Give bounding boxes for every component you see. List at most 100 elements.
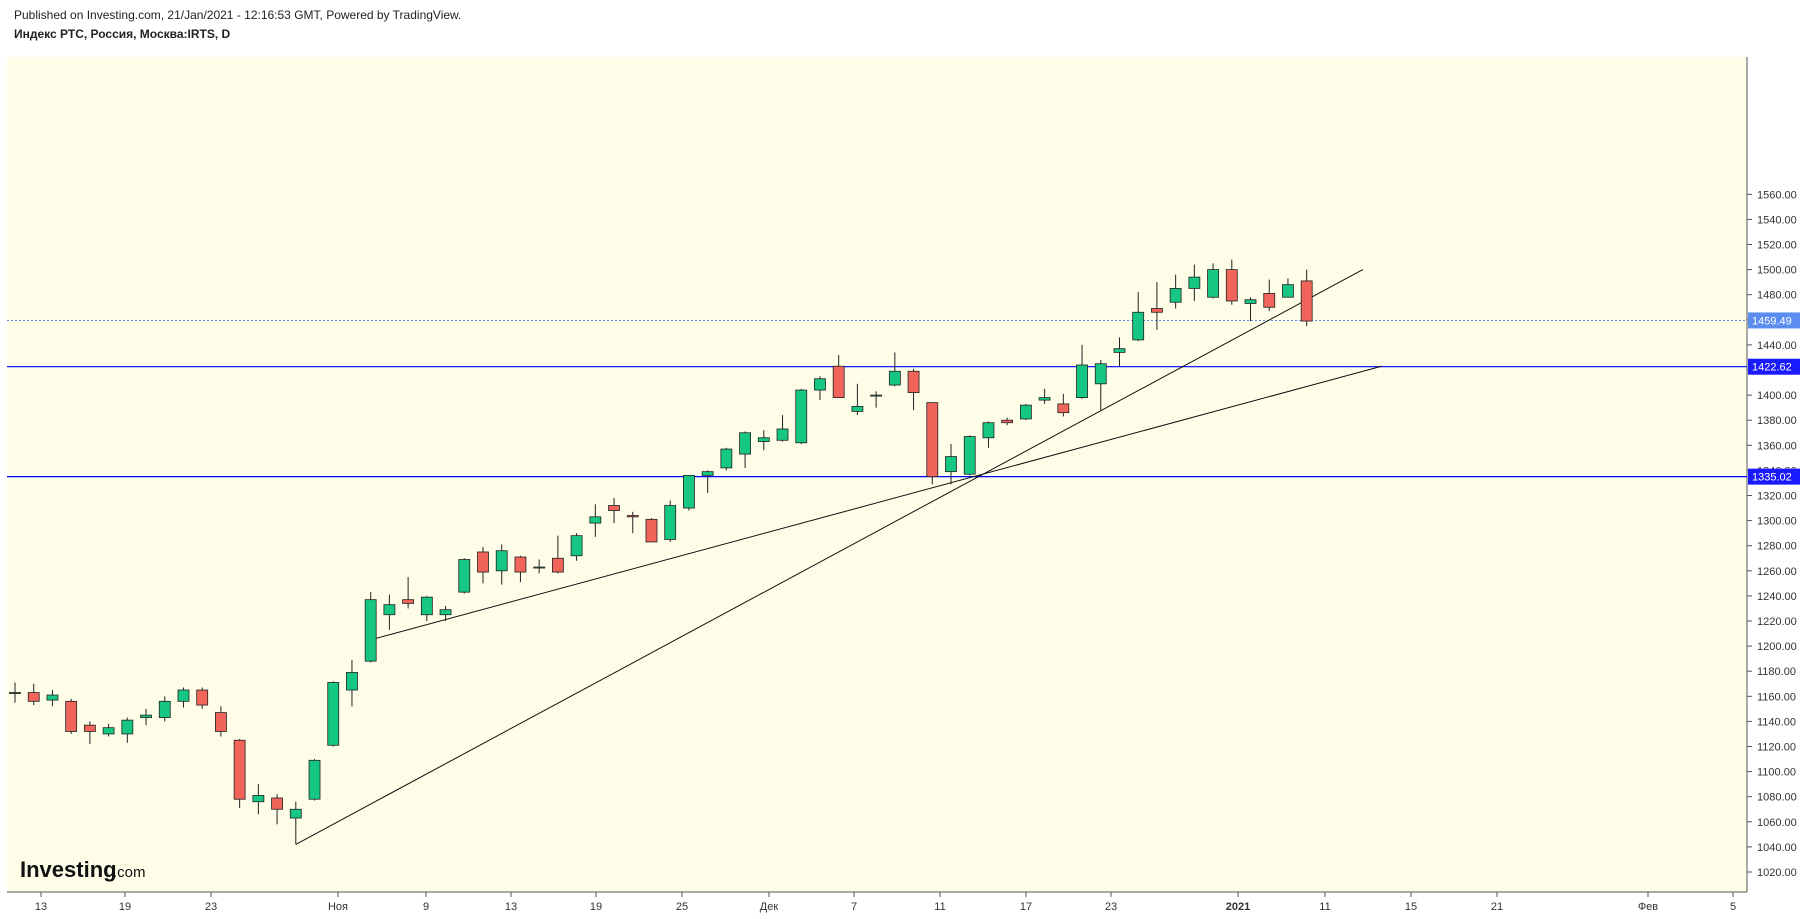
y-tick-label: 1200.00 [1757, 641, 1797, 653]
candle [795, 388, 808, 445]
candle [65, 698, 78, 734]
published-note: Published on Investing.com, 21/Jan/2021 … [14, 8, 462, 22]
candle [533, 559, 546, 574]
candle [383, 594, 396, 630]
candle-body-up [870, 394, 883, 397]
candle-body-up [140, 714, 152, 719]
candle-body-up [364, 599, 377, 662]
candle [252, 784, 265, 815]
candle [870, 391, 883, 408]
candle [888, 352, 901, 387]
time-axis: 13 19 23 Ноя 9 13 19 25 Дек 7 11 17 23 2021 11 15 21 Фев 5 [35, 892, 1736, 913]
y-tick-label: 1240.00 [1757, 591, 1797, 603]
x-tick-label: Фев [1638, 901, 1658, 913]
candle-body-up [308, 759, 321, 800]
candle-body-up [683, 475, 695, 509]
logo-brand: Investing [20, 857, 117, 882]
logo-suffix: .com [113, 864, 146, 881]
candle [832, 354, 845, 399]
candle [1094, 359, 1107, 411]
candle-body-up [1094, 363, 1107, 385]
y-tick-label: 1480.00 [1757, 290, 1797, 302]
candle [196, 687, 209, 709]
x-tick-label: 9 [423, 901, 429, 913]
candle [402, 577, 415, 609]
price-tag-bg [1748, 312, 1800, 329]
y-tick-label: 1260.00 [1757, 566, 1797, 578]
candle [346, 659, 358, 707]
candle-body-up [289, 808, 302, 819]
candle [851, 383, 864, 416]
candle [1132, 292, 1145, 342]
candle-body-up [945, 456, 957, 473]
candle [177, 687, 190, 708]
y-tick-label: 1280.00 [1757, 541, 1797, 553]
candle-body-up [158, 700, 171, 719]
candle [945, 444, 957, 485]
candle-body-up [1244, 299, 1257, 304]
candle-body-down [645, 518, 658, 543]
y-tick-label: 1020.00 [1757, 867, 1797, 879]
candle [46, 690, 59, 707]
candle [1151, 282, 1163, 330]
candle [1057, 393, 1070, 417]
candle-body-down [1263, 293, 1276, 308]
candle [570, 533, 583, 561]
candle-body-up [776, 428, 789, 441]
candle [1019, 403, 1032, 421]
candle-body-up [701, 471, 714, 476]
candle [477, 546, 489, 584]
y-tick-label: 1360.00 [1757, 440, 1797, 452]
candle-body-up [888, 370, 901, 386]
candle-body-up [1019, 404, 1032, 420]
candle-body-up [420, 596, 433, 616]
candle-body-up [739, 432, 751, 455]
candle-body-up [982, 422, 995, 439]
candle [9, 682, 21, 703]
y-tick-label: 1160.00 [1757, 691, 1796, 703]
candle [1038, 388, 1051, 404]
candle-body-down [1300, 280, 1313, 322]
candle [215, 706, 227, 737]
y-tick-label: 1220.00 [1757, 616, 1797, 628]
plot-area[interactable] [7, 57, 1747, 892]
x-tick-label: 5 [1730, 901, 1736, 913]
candle-body-up [533, 566, 546, 569]
price-tags: 1459.49 1422.62 1335.02 [1748, 312, 1800, 485]
candle [907, 368, 920, 411]
candle-body-down [233, 739, 246, 800]
candle [776, 415, 789, 442]
candle-body-up [1188, 276, 1201, 289]
x-tick-label: 23 [205, 901, 217, 913]
candle [720, 447, 733, 471]
candle [495, 544, 508, 585]
candle [327, 681, 340, 747]
candle [514, 555, 527, 583]
candle-body-up [121, 719, 134, 735]
candle-body-up [589, 516, 602, 524]
candle-body-down [907, 370, 920, 393]
candle [1300, 269, 1313, 327]
x-tick-label: Дек [760, 901, 779, 913]
candle [589, 504, 602, 537]
candle [1169, 274, 1182, 309]
candle [308, 759, 321, 801]
trendline [295, 269, 1364, 845]
candle [121, 717, 134, 743]
candle-body-up [1132, 311, 1145, 341]
candle-body-up [570, 535, 583, 557]
candles [9, 259, 1313, 845]
last-price-tag: 1459.49 [1748, 312, 1800, 329]
y-tick-label: 1440.00 [1757, 340, 1797, 352]
price-tag-label: 1335.02 [1752, 472, 1792, 484]
candle [814, 376, 826, 401]
x-tick-label: 2021 [1226, 901, 1250, 913]
chart-header: Published on Investing.com, 21/Jan/2021 … [14, 6, 461, 44]
candle-body-down [1225, 269, 1238, 302]
candle-body-down [551, 557, 564, 573]
candle-body-up [495, 550, 508, 572]
candle-body-down [1151, 308, 1163, 313]
candle-body-down [65, 700, 78, 732]
candle [551, 535, 564, 574]
